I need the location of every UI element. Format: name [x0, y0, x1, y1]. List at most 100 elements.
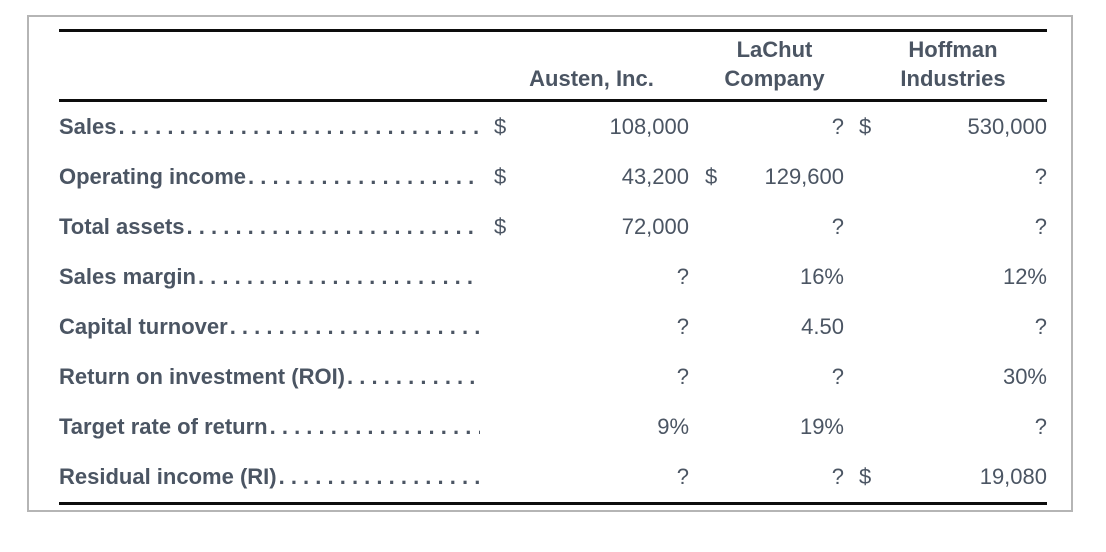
- column-header-line: Company: [724, 66, 825, 91]
- cell-value: 4.50: [801, 313, 844, 339]
- cell-lachut: 16%: [705, 264, 844, 290]
- column-header-line: Hoffman: [908, 37, 998, 62]
- table-row-capital-turnover: Capital turnover . . . . . . . . . . . .…: [59, 302, 1047, 352]
- cell-hoffman: 12%: [859, 264, 1047, 290]
- cell-value: 16%: [799, 263, 844, 289]
- table-row-target-rate: Target rate of return . . . . . . . . . …: [59, 402, 1047, 452]
- table-bottom-rule: [59, 501, 1047, 505]
- row-label-cell: Sales margin . . . . . . . . . . . . . .…: [59, 264, 494, 290]
- table-row-residual-income: Residual income (RI) . . . . . . . . . .…: [59, 452, 1047, 502]
- cell-value: ?: [831, 113, 844, 139]
- table-row-total-assets: Total assets . . . . . . . . . . . . . .…: [59, 202, 1047, 252]
- cell-hoffman: ?: [859, 214, 1047, 240]
- cell-value: ?: [1034, 213, 1047, 239]
- row-label-cell: Residual income (RI) . . . . . . . . . .…: [59, 464, 494, 490]
- cell-value: 43,200: [621, 163, 689, 189]
- cell-value: ?: [1034, 413, 1047, 439]
- cell-austen: $ 43,200: [494, 164, 689, 190]
- cell-lachut: ?: [705, 464, 844, 490]
- cell-hoffman: 30%: [859, 364, 1047, 390]
- cell-austen: ?: [494, 264, 689, 290]
- row-label: Sales margin: [59, 263, 196, 289]
- cell-lachut: 19%: [705, 414, 844, 440]
- cell-austen: $ 72,000: [494, 214, 689, 240]
- cell-lachut: ?: [705, 114, 844, 140]
- cell-value: ?: [831, 463, 844, 489]
- cell-value: 72,000: [621, 213, 689, 239]
- table-top-rule: [59, 29, 1047, 32]
- table-body: Sales . . . . . . . . . . . . . . . . . …: [59, 102, 1047, 502]
- column-header-line: Austen, Inc.: [529, 66, 654, 91]
- table-row-sales: Sales . . . . . . . . . . . . . . . . . …: [59, 102, 1047, 152]
- cell-value: ?: [676, 263, 689, 289]
- dot-leader: . . . . . . . . . . . . . . . . . . . . …: [269, 413, 480, 439]
- cell-value: ?: [676, 313, 689, 339]
- table-frame: Austen, Inc. LaChut Company Hoffman Indu…: [27, 15, 1073, 512]
- dot-leader: . . . . . . . . . . . . . . . . . . . . …: [186, 213, 480, 239]
- dot-leader: . . . . . . . . . . . . . . . . . . . . …: [197, 263, 480, 289]
- cell-austen: ?: [494, 464, 689, 490]
- cell-lachut: ?: [705, 364, 844, 390]
- column-header-hoffman: Hoffman Industries: [859, 35, 1047, 99]
- cell-value: 108,000: [609, 113, 689, 139]
- cell-value: ?: [1034, 313, 1047, 339]
- row-label: Residual income (RI): [59, 463, 277, 489]
- row-label: Capital turnover: [59, 313, 228, 339]
- cell-hoffman: $ 19,080: [859, 464, 1047, 490]
- row-label-cell: Operating income . . . . . . . . . . . .…: [59, 164, 494, 190]
- dot-leader: . . . . . . . . . . . . . . . . . . . . …: [229, 313, 480, 339]
- cell-hoffman: ?: [859, 164, 1047, 190]
- cell-lachut: $ 129,600: [705, 164, 844, 190]
- column-header-line: Industries: [900, 66, 1006, 91]
- cell-value: ?: [831, 363, 844, 389]
- dot-leader: . . . . . . . . . . . . . . . . . . . . …: [248, 163, 480, 189]
- cell-value: 9%: [657, 413, 689, 439]
- row-label-cell: Sales . . . . . . . . . . . . . . . . . …: [59, 114, 494, 140]
- row-label: Target rate of return: [59, 413, 268, 439]
- cell-hoffman: $ 530,000: [859, 114, 1047, 140]
- row-label: Return on investment (ROI): [59, 363, 346, 389]
- row-label-cell: Capital turnover . . . . . . . . . . . .…: [59, 314, 494, 340]
- cell-lachut: 4.50: [705, 314, 844, 340]
- cell-lachut: ?: [705, 214, 844, 240]
- column-header-lachut: LaChut Company: [705, 35, 844, 99]
- table-row-operating-income: Operating income . . . . . . . . . . . .…: [59, 152, 1047, 202]
- row-label-cell: Total assets . . . . . . . . . . . . . .…: [59, 214, 494, 240]
- cell-value: ?: [831, 213, 844, 239]
- column-header-line: LaChut: [736, 37, 813, 62]
- table-row-roi: Return on investment (ROI) . . . . . . .…: [59, 352, 1047, 402]
- header-underline-rule: [59, 99, 1047, 102]
- cell-value: ?: [676, 363, 689, 389]
- row-label: Total assets: [59, 213, 185, 239]
- row-label-cell: Return on investment (ROI) . . . . . . .…: [59, 364, 494, 390]
- cell-hoffman: ?: [859, 314, 1047, 340]
- row-label: Operating income: [59, 163, 247, 189]
- table-row-sales-margin: Sales margin . . . . . . . . . . . . . .…: [59, 252, 1047, 302]
- cell-austen: $ 108,000: [494, 114, 689, 140]
- row-label-cell: Target rate of return . . . . . . . . . …: [59, 414, 494, 440]
- cell-hoffman: ?: [859, 414, 1047, 440]
- dot-leader: . . . . . . . . . . . . . . . . . . . . …: [278, 463, 480, 489]
- currency-symbol: $: [859, 463, 872, 489]
- row-label: Sales: [59, 113, 117, 139]
- currency-symbol: $: [494, 113, 507, 139]
- dot-leader: . . . . . . . . . . . . . . . . . . . . …: [347, 363, 480, 389]
- dot-leader: . . . . . . . . . . . . . . . . . . . . …: [118, 113, 481, 139]
- currency-symbol: $: [494, 213, 507, 239]
- table-header: Austen, Inc. LaChut Company Hoffman Indu…: [59, 32, 1047, 99]
- cell-value: ?: [676, 463, 689, 489]
- cell-value: 530,000: [967, 113, 1047, 139]
- currency-symbol: $: [859, 113, 872, 139]
- cell-value: 129,600: [764, 163, 844, 189]
- currency-symbol: $: [494, 163, 507, 189]
- column-header-austen: Austen, Inc.: [494, 64, 689, 99]
- currency-symbol: $: [705, 163, 718, 189]
- cell-value: 19%: [799, 413, 844, 439]
- cell-austen: 9%: [494, 414, 689, 440]
- cell-austen: ?: [494, 364, 689, 390]
- cell-austen: ?: [494, 314, 689, 340]
- cell-value: 12%: [1002, 263, 1047, 289]
- cell-value: 30%: [1002, 363, 1047, 389]
- cell-value: ?: [1034, 163, 1047, 189]
